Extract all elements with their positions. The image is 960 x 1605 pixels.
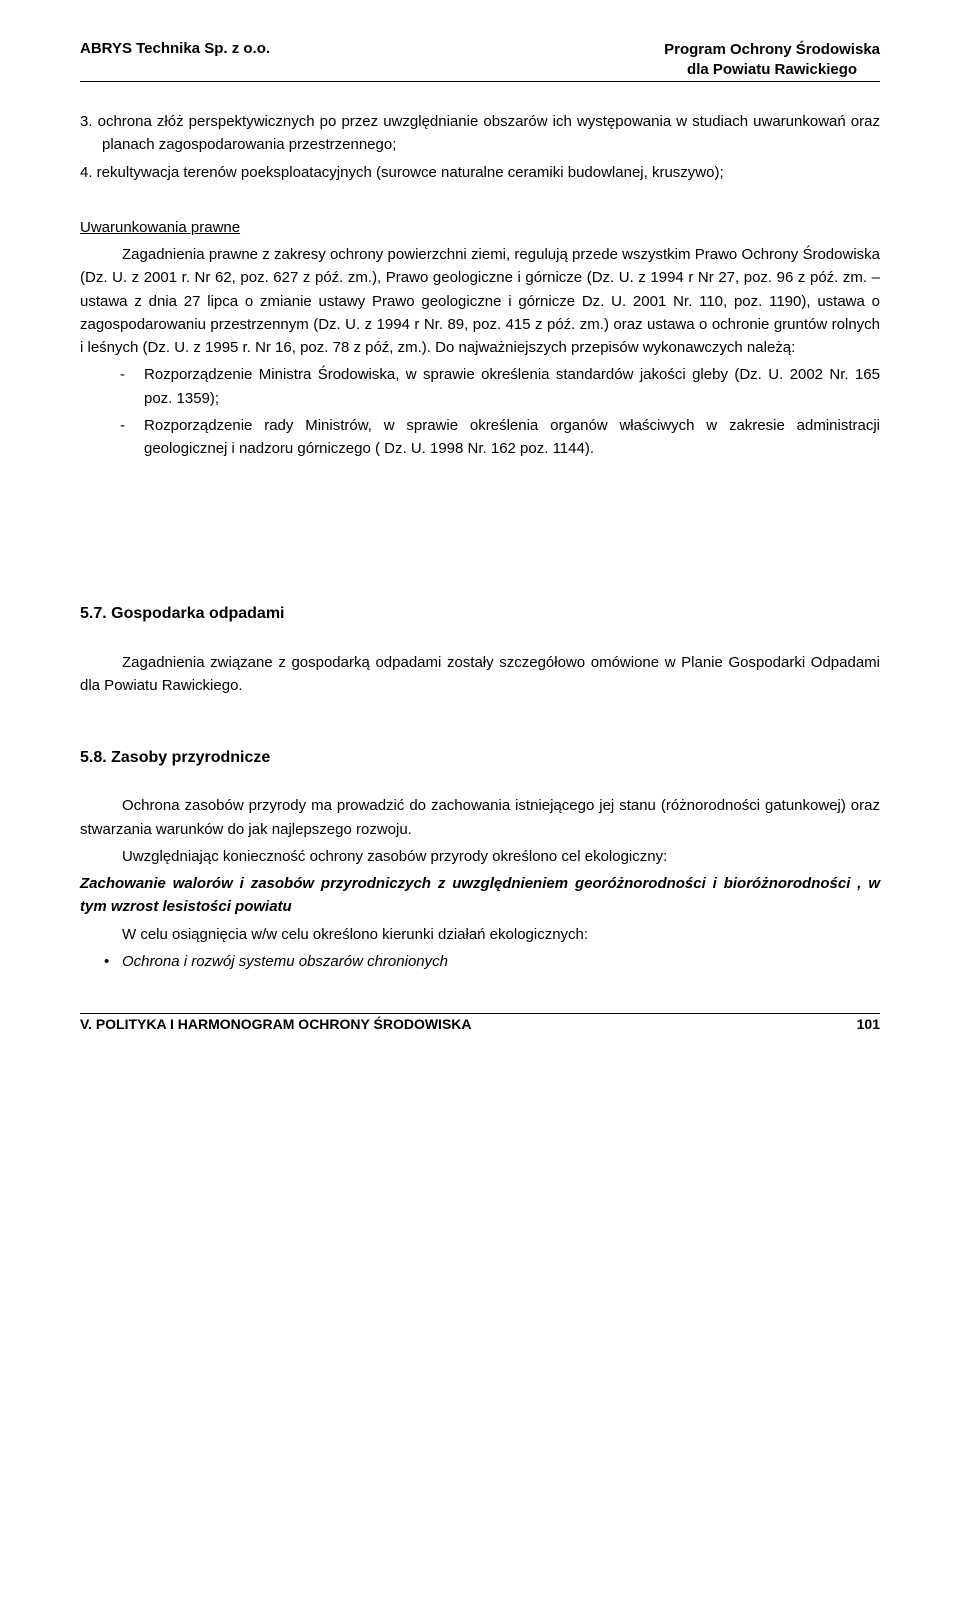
section-5-7-heading: 5.7. Gospodarka odpadami	[80, 602, 880, 627]
section-5-8-p3: W celu osiągnięcia w/w celu określono ki…	[80, 923, 880, 946]
section-5-8-goal: Zachowanie walorów i zasobów przyrodnicz…	[80, 872, 880, 919]
footer-page-number: 101	[857, 1016, 880, 1032]
header-title-line1: Program Ochrony Środowiska	[664, 40, 880, 60]
ecological-direction-1: Ochrona i rozwój systemu obszarów chroni…	[104, 950, 880, 973]
section-5-8-p1: Ochrona zasobów przyrody ma prowadzić do…	[80, 794, 880, 841]
section-5-8-p2: Uwzględniając konieczność ochrony zasobó…	[80, 845, 880, 868]
page-footer: V. POLITYKA I HARMONOGRAM OCHRONY ŚRODOW…	[80, 1013, 880, 1032]
regulation-item-2: Rozporządzenie rady Ministrów, w sprawie…	[120, 414, 880, 461]
document-body: 3. ochrona złóż perspektywicznych po prz…	[80, 110, 880, 973]
section-5-8-heading: 5.8. Zasoby przyrodnicze	[80, 746, 880, 771]
list-item-3: 3. ochrona złóż perspektywicznych po prz…	[102, 110, 880, 157]
regulation-item-1: Rozporządzenie Ministra Środowiska, w sp…	[120, 363, 880, 410]
list-item-4: 4. rekultywacja terenów poeksploatacyjny…	[102, 161, 880, 184]
regulation-list: Rozporządzenie Ministra Środowiska, w sp…	[120, 363, 880, 460]
header-company: ABRYS Technika Sp. z o.o.	[80, 40, 270, 57]
uwarunkowania-heading: Uwarunkowania prawne	[80, 216, 880, 239]
page-header: ABRYS Technika Sp. z o.o. Program Ochron…	[80, 40, 880, 82]
section-5-7-paragraph: Zagadnienia związane z gospodarką odpada…	[80, 651, 880, 698]
legal-paragraph: Zagadnienia prawne z zakresy ochrony pow…	[80, 243, 880, 359]
footer-section-title: V. POLITYKA I HARMONOGRAM OCHRONY ŚRODOW…	[80, 1016, 472, 1032]
header-title-line2: dla Powiatu Rawickiego	[664, 60, 880, 80]
header-title: Program Ochrony Środowiska dla Powiatu R…	[664, 40, 880, 79]
